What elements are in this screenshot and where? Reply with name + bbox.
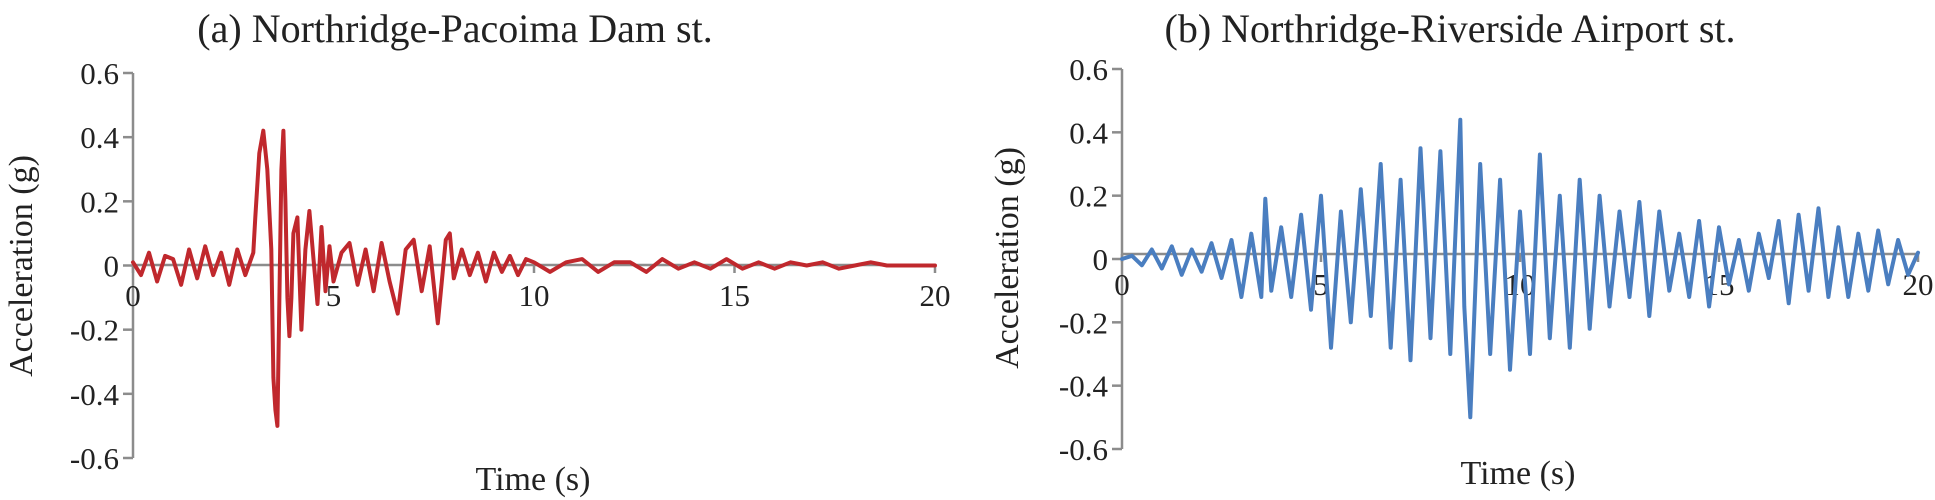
y-tick-label: 0.6 xyxy=(80,56,119,91)
y-tick-label: -0.6 xyxy=(70,441,119,476)
x-tick-label: 0 xyxy=(125,278,141,313)
y-tick-label: 0.4 xyxy=(1069,115,1108,150)
chart-title: (a) Northridge-Pacoima Dam st. xyxy=(197,6,712,51)
y-tick-label: 0.2 xyxy=(80,184,119,219)
y-tick-label: -0.4 xyxy=(1059,369,1109,404)
x-tick-label: 15 xyxy=(719,278,750,313)
y-tick-label: 0 xyxy=(1093,242,1109,277)
y-tick-label: 0.4 xyxy=(80,120,119,155)
chart-title: (b) Northridge-Riverside Airport st. xyxy=(1165,6,1736,51)
x-tick-label: 10 xyxy=(519,278,550,313)
y-tick-label: -0.4 xyxy=(70,377,120,412)
y-tick-label: 0.6 xyxy=(1069,52,1108,87)
y-tick-label: -0.2 xyxy=(1059,305,1108,340)
y-tick-label: 0 xyxy=(104,249,120,284)
x-tick-label: 20 xyxy=(920,278,951,313)
chart-panel-b: (b) Northridge-Riverside Airport st. -0.6… xyxy=(989,6,1934,492)
y-tick-label: -0.6 xyxy=(1059,432,1108,467)
x-axis-label: Time (s) xyxy=(476,461,591,498)
x-axis-label: Time (s) xyxy=(1461,455,1576,492)
y-axis-label: Acceleration (g) xyxy=(3,155,40,377)
y-axis-label: Acceleration (g) xyxy=(989,147,1026,369)
chart-panel-a: (a) Northridge-Pacoima Dam st. -0.6 -0.4 -0… xyxy=(3,6,951,498)
y-tick-label: -0.2 xyxy=(70,313,119,348)
y-tick-label: 0.2 xyxy=(1069,179,1108,214)
x-tick-label: 0 xyxy=(1114,267,1130,302)
